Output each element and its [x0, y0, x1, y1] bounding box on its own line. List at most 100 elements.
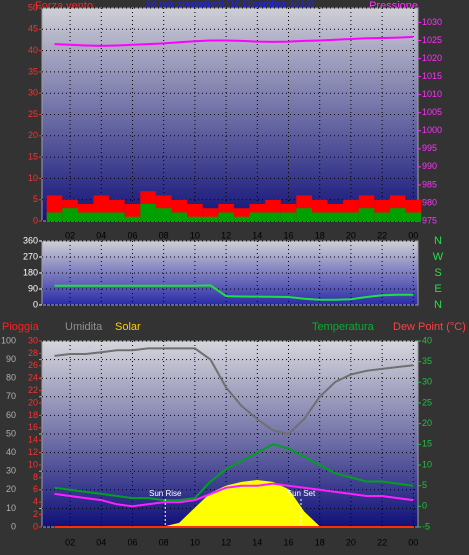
- y-tick-label: 25: [28, 109, 38, 119]
- y3-tick-label: 4: [33, 497, 38, 507]
- x-tick-label: 18: [315, 537, 325, 547]
- bar: [389, 208, 406, 221]
- bar: [187, 216, 203, 221]
- bar: [109, 212, 125, 221]
- line: [54, 482, 414, 508]
- y2-axis-label: Pressione: [369, 0, 418, 12]
- y-tick-label: 80: [6, 373, 16, 383]
- x-tick-label: 22: [377, 230, 387, 240]
- y2-tick-label: 20: [422, 418, 432, 428]
- y-tick-label: 100: [1, 335, 16, 345]
- bar: [280, 212, 297, 221]
- line: [54, 35, 414, 47]
- y2-tick-label: 990: [422, 161, 437, 171]
- bar: [218, 212, 234, 221]
- y-axis-label: Forza vento: [35, 0, 93, 12]
- y2-tick-label: 1000: [422, 125, 442, 135]
- x-tick-label: 10: [190, 537, 200, 547]
- x-tick-label: 02: [65, 230, 75, 240]
- x-tick-label: 08: [159, 537, 169, 547]
- y3-tick-label: 30: [28, 335, 38, 345]
- x-tick-label: 22: [377, 537, 387, 547]
- compass-label: N: [434, 299, 442, 311]
- bar: [327, 212, 344, 221]
- x-tick-label: 20: [346, 230, 356, 240]
- y2-tick-label: 35: [422, 356, 432, 366]
- legend-label: Umidita: [65, 321, 103, 333]
- x-tick-label: 12: [221, 230, 231, 240]
- x-tick-label: 06: [127, 230, 137, 240]
- x-tick-label: 00: [408, 537, 418, 547]
- legend-label: Dew Point (°C): [393, 321, 466, 333]
- x-tick-label: 00: [408, 230, 418, 240]
- bar: [374, 212, 390, 221]
- x-tick-label: 18: [315, 230, 325, 240]
- y2-tick-label: 15: [422, 439, 432, 449]
- y2-tick-label: 30: [422, 377, 432, 387]
- x-tick-label: 14: [252, 230, 262, 240]
- y-tick-label: 270: [23, 251, 38, 261]
- y-tick-label: 40: [28, 45, 38, 55]
- y3-tick-label: 2: [33, 509, 38, 519]
- y3-tick-label: 26: [28, 360, 38, 370]
- y2-tick-label: 1025: [422, 35, 442, 45]
- y-tick-label: 35: [28, 66, 38, 76]
- bar: [358, 208, 375, 221]
- y-tick-label: 15: [28, 151, 38, 161]
- x-tick-label: 14: [252, 537, 262, 547]
- annotation: Sun Rise: [149, 489, 182, 498]
- bar: [77, 212, 94, 221]
- y-tick-label: 10: [6, 503, 16, 513]
- x-tick-label: 02: [65, 537, 75, 547]
- y-tick-label: 10: [28, 173, 38, 183]
- y2-tick-label: 985: [422, 179, 437, 189]
- line: [54, 347, 414, 436]
- annotation: Sun Set: [287, 489, 316, 498]
- y-tick-label: 30: [28, 88, 38, 98]
- y-tick-label: 60: [6, 410, 16, 420]
- y3-tick-label: 24: [28, 373, 38, 383]
- bar: [124, 216, 141, 221]
- y-tick-label: 50: [6, 428, 16, 438]
- y-tick-label: 0: [33, 215, 38, 225]
- y-tick-label: 0: [11, 521, 16, 531]
- bar: [155, 208, 172, 221]
- y-tick-label: 5: [33, 194, 38, 204]
- y2-tick-label: 980: [422, 197, 437, 207]
- y-tick-label: 50: [28, 2, 38, 12]
- y-tick-label: 45: [28, 24, 38, 34]
- line: [54, 443, 414, 502]
- x-tick-label: 04: [96, 537, 106, 547]
- y3-tick-label: 6: [33, 484, 38, 494]
- y2-tick-label: 5: [422, 480, 427, 490]
- x-tick-label: 16: [283, 230, 293, 240]
- y2-tick-label: 1015: [422, 71, 442, 81]
- y-tick-label: 180: [23, 267, 38, 277]
- x-tick-label: 10: [190, 230, 200, 240]
- x-tick-label: 16: [283, 537, 293, 547]
- y3-tick-label: 18: [28, 410, 38, 420]
- y-tick-label: 70: [6, 391, 16, 401]
- bar: [202, 216, 219, 221]
- bar: [249, 212, 266, 221]
- legend-label: Solar: [115, 321, 141, 333]
- bar: [93, 212, 110, 221]
- y-tick-label: 40: [6, 447, 16, 457]
- y-tick-label: 0: [33, 299, 38, 309]
- compass-label: S: [434, 267, 441, 279]
- y2-tick-label: 1005: [422, 107, 442, 117]
- y3-tick-label: 20: [28, 397, 38, 407]
- bar: [171, 212, 188, 221]
- y3-tick-label: 16: [28, 422, 38, 432]
- y2-tick-label: 1020: [422, 53, 442, 63]
- legend-label: Temperatura: [312, 321, 375, 333]
- x-tick-label: 20: [346, 537, 356, 547]
- y-tick-label: 360: [23, 235, 38, 245]
- bar: [62, 208, 78, 221]
- bar: [233, 216, 250, 221]
- chart-title: 24 ore precedenti (15 Dicembre 2013): [146, 0, 315, 11]
- y3-tick-label: 12: [28, 447, 38, 457]
